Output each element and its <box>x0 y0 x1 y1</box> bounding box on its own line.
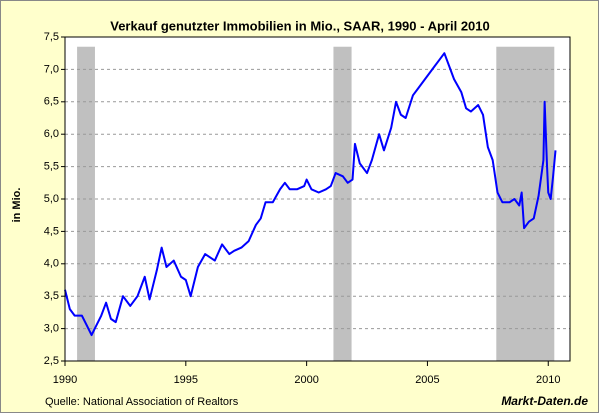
recession-band <box>77 46 95 361</box>
chart-title: Verkauf genutzter Immobilien in Mio., SA… <box>110 18 490 33</box>
y-tick-label: 4,0 <box>44 258 59 270</box>
y-tick-label: 6,5 <box>44 96 59 108</box>
y-tick-label: 6,0 <box>44 128 59 140</box>
x-tick-label: 1995 <box>174 374 198 386</box>
x-tick-label: 1990 <box>53 374 77 386</box>
y-tick-label: 4,5 <box>44 225 59 237</box>
series-line <box>64 52 557 337</box>
y-tick-label: 5,5 <box>44 161 59 173</box>
x-tick-label: 2005 <box>415 374 439 386</box>
y-tick-label: 7,0 <box>44 63 59 75</box>
x-tick-label: 2000 <box>294 374 318 386</box>
y-tick-label: 3,0 <box>44 323 59 335</box>
y-tick-label: 7,5 <box>44 31 59 43</box>
source: Quelle: National Association of Realtors <box>45 396 239 408</box>
y-tick-label: 2,5 <box>44 355 59 367</box>
y-tick-label: 3,5 <box>44 290 59 302</box>
y-tick-label: 5,0 <box>44 193 59 205</box>
recession-band <box>333 46 352 361</box>
recession-band <box>496 46 555 361</box>
brand: Markt-Daten.de <box>501 394 588 408</box>
plot-border <box>64 36 571 362</box>
x-tick-label: 2010 <box>536 374 560 386</box>
y-axis-label: in Mio. <box>11 188 23 223</box>
